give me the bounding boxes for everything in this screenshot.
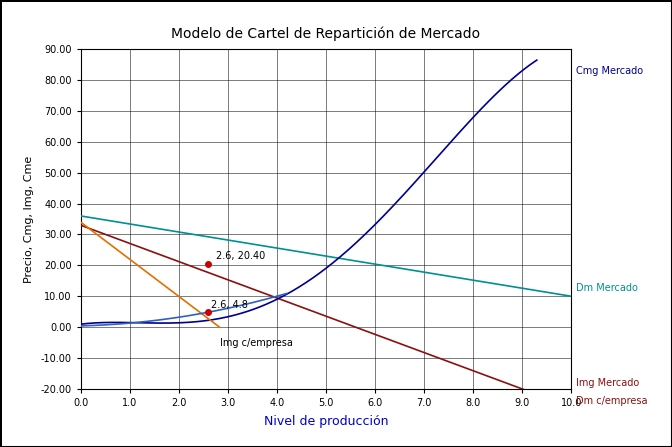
Text: Img c/empresa: Img c/empresa (220, 338, 293, 348)
Text: Img Mercado: Img Mercado (576, 378, 639, 388)
Y-axis label: Precio, Cmg, Img, Cme: Precio, Cmg, Img, Cme (24, 156, 34, 283)
Text: Dm Mercado: Dm Mercado (576, 283, 638, 293)
Title: Modelo de Cartel de Repartición de Mercado: Modelo de Cartel de Repartición de Merca… (171, 26, 480, 41)
Text: Dm c/empresa: Dm c/empresa (576, 396, 648, 406)
Text: 2.6, 4.8: 2.6, 4.8 (210, 299, 247, 310)
Text: Cmg Mercado: Cmg Mercado (576, 66, 643, 76)
X-axis label: Nivel de producción: Nivel de producción (263, 415, 388, 428)
Text: 2.6, 20.40: 2.6, 20.40 (216, 251, 265, 261)
